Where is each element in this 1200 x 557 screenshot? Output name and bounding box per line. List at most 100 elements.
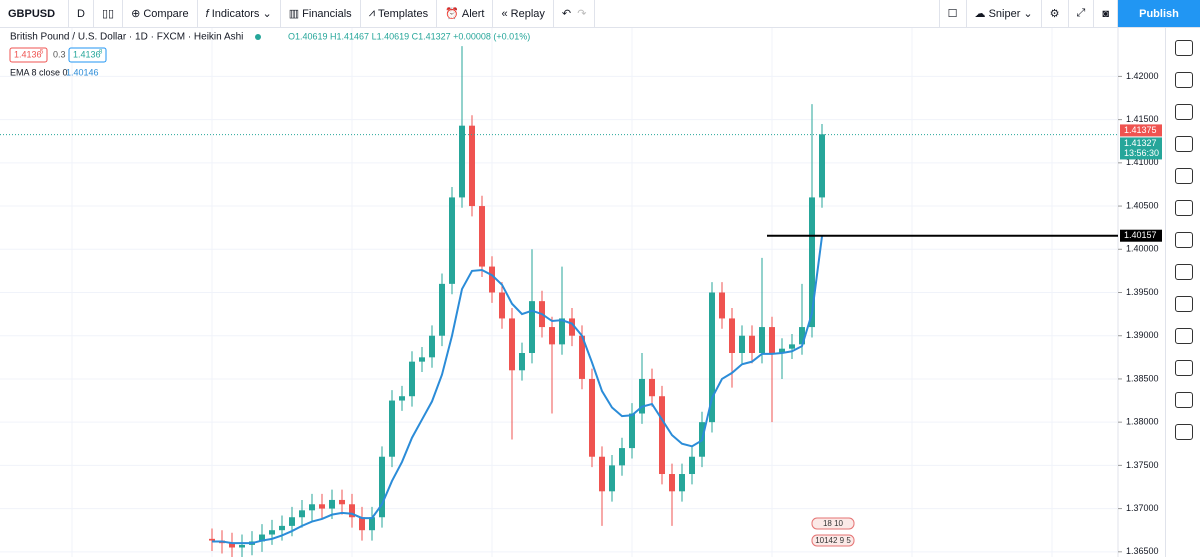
indicators-button[interactable]: f Indicators ⌄ [198, 0, 281, 27]
sell-price: 1.4136 [14, 49, 42, 59]
candle-body [299, 510, 305, 518]
candle-body [399, 396, 405, 401]
candle-body [409, 361, 415, 397]
y-tick-label: 1.38500 [1126, 373, 1159, 383]
fullscreen-toggle[interactable]: ☐ [938, 0, 967, 27]
price-tag [1120, 229, 1162, 242]
ema-line [212, 236, 823, 545]
replay-button[interactable]: « Replay [493, 0, 554, 27]
icon[interactable] [1174, 200, 1193, 216]
last-label: 1.41327 [1124, 138, 1157, 148]
icon[interactable] [1174, 424, 1193, 440]
candle-body [689, 456, 695, 475]
candle-body [239, 544, 245, 548]
icon[interactable] [1174, 392, 1193, 408]
candle-body [599, 456, 605, 492]
expand[interactable]: ⤢ [1069, 0, 1095, 27]
ask-label: 1.41375 [1124, 125, 1157, 135]
countdown: 13:56:30 [1124, 148, 1159, 158]
sell-box [9, 47, 48, 63]
y-tick-label: 1.40500 [1126, 200, 1159, 210]
top-toolbar: GBPUSD D ▯▯ ⊕ Compare f Indicators ⌄ ▥ F… [0, 0, 1200, 28]
interval[interactable]: D [69, 0, 94, 27]
candle-body [489, 266, 495, 293]
candle-body [309, 504, 315, 511]
icon[interactable] [1174, 136, 1193, 152]
icon[interactable] [1174, 104, 1193, 120]
legend-ohlc: O1.40619 H1.41467 L1.40619 C1.41327 +0.0… [288, 31, 530, 41]
icon[interactable] [1174, 328, 1193, 344]
y-tick-label: 1.38000 [1126, 417, 1159, 427]
ema-legend: EMA 8 close 0 [10, 67, 68, 77]
label: Compare [143, 7, 189, 20]
publish-button[interactable]: Publish [1118, 0, 1200, 27]
candle-body [459, 125, 465, 198]
y-tick-label: 1.40000 [1126, 244, 1159, 254]
candle-body [649, 378, 655, 397]
sell-sup: 5 [40, 50, 44, 56]
candle-body [619, 448, 625, 466]
icon[interactable] [1174, 168, 1193, 184]
templates-button[interactable]: ⩘ Templates [361, 0, 438, 27]
snapshot[interactable]: ◙ [1094, 0, 1118, 27]
undo-redo[interactable]: ↶ ↷ [554, 0, 596, 27]
candle-body [259, 534, 265, 542]
candle-body [269, 530, 275, 535]
candle-body [659, 396, 665, 475]
icon[interactable] [1174, 264, 1193, 280]
candle-body [529, 301, 535, 354]
candle-body [769, 327, 775, 354]
candle-body [289, 517, 295, 526]
price-tag [1120, 124, 1162, 137]
icon[interactable] [1174, 232, 1193, 248]
candle-body [479, 206, 485, 267]
candle-body [569, 318, 575, 336]
candle-body [719, 292, 725, 319]
candle-body [449, 197, 455, 284]
layout-menu[interactable]: ☁ Sniper ⌄ [967, 0, 1042, 27]
y-tick-label: 1.41000 [1126, 157, 1159, 167]
candle-body [519, 353, 525, 371]
financials-button[interactable]: ▥ Financials [281, 0, 361, 27]
y-tick-label: 1.42000 [1126, 71, 1159, 81]
candle-body [379, 456, 385, 518]
y-tick-label: 1.36500 [1126, 546, 1159, 556]
candle-body [329, 499, 335, 509]
event-label: 10142 9 5 [815, 536, 851, 545]
event-label: 18 10 [823, 519, 844, 528]
icon[interactable] [1174, 72, 1193, 88]
candle-body [579, 335, 585, 379]
candle-body [749, 335, 755, 354]
candle-body [419, 357, 425, 362]
chart-type[interactable]: ▯▯ [94, 0, 124, 27]
icon[interactable] [1174, 296, 1193, 312]
icon[interactable] [1174, 40, 1193, 56]
symbol[interactable]: GBPUSD [0, 0, 69, 27]
candle-body [509, 318, 515, 371]
y-tick-label: 1.39500 [1126, 287, 1159, 297]
settings[interactable]: ⚙ [1042, 0, 1069, 27]
chart: 1.36500 1.37000 1.37500 1.38000 1.38500 1.390… [0, 28, 1162, 557]
ema-legend-value: 1.40146 [66, 67, 99, 77]
candle-body [679, 474, 685, 492]
y-tick-label: 1.39000 [1126, 330, 1159, 340]
y-tick-label: 1.41500 [1126, 114, 1159, 124]
candle-body [709, 292, 715, 423]
candle-body [799, 327, 805, 345]
candle-body [589, 378, 595, 457]
right-toolbar [1165, 28, 1200, 557]
compare-button[interactable]: ⊕ Compare [123, 0, 198, 27]
icon[interactable] [1174, 360, 1193, 376]
price-tag [1120, 137, 1162, 160]
candle-body [359, 517, 365, 531]
candle-body [439, 283, 445, 336]
candle-body [779, 348, 785, 354]
candle-body [339, 499, 345, 505]
label: Sniper [988, 7, 1021, 20]
candle-body [229, 543, 235, 548]
candle-body [469, 125, 475, 207]
alert-button[interactable]: ⏰ Alert [437, 0, 494, 27]
label: Alert [461, 7, 485, 20]
candle-body [819, 134, 825, 198]
